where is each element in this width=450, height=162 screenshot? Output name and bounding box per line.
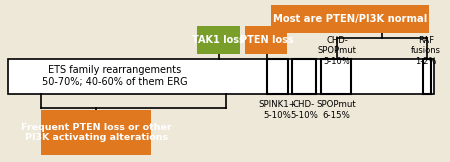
Bar	[198, 26, 240, 54]
Bar	[41, 110, 151, 155]
Text: TAK1 loss: TAK1 loss	[193, 35, 245, 45]
Text: Most are PTEN/PI3K normal: Most are PTEN/PI3K normal	[273, 14, 428, 24]
Bar	[292, 58, 315, 94]
Bar	[8, 58, 434, 94]
Text: PTEN loss: PTEN loss	[240, 35, 293, 45]
Bar	[271, 5, 429, 33]
Text: Frequent PTEN loss or other
PI3K activating alterations: Frequent PTEN loss or other PI3K activat…	[21, 123, 171, 142]
Bar	[423, 58, 431, 94]
Text: SPOPmut
6-15%: SPOPmut 6-15%	[316, 100, 356, 120]
Text: ETS family rearrangements
50-70%; 40-60% of them ERG: ETS family rearrangements 50-70%; 40-60%…	[42, 65, 188, 87]
Bar	[245, 26, 288, 54]
Bar	[321, 58, 351, 94]
Text: CHD-
5-10%: CHD- 5-10%	[290, 100, 318, 120]
Text: RAF
fusions
1-2%: RAF fusions 1-2%	[411, 36, 441, 66]
Text: CHD-
SPOPmut
5-10%: CHD- SPOPmut 5-10%	[318, 36, 356, 66]
Bar	[266, 58, 288, 94]
Text: SPINK1+
5-10%: SPINK1+ 5-10%	[258, 100, 296, 120]
